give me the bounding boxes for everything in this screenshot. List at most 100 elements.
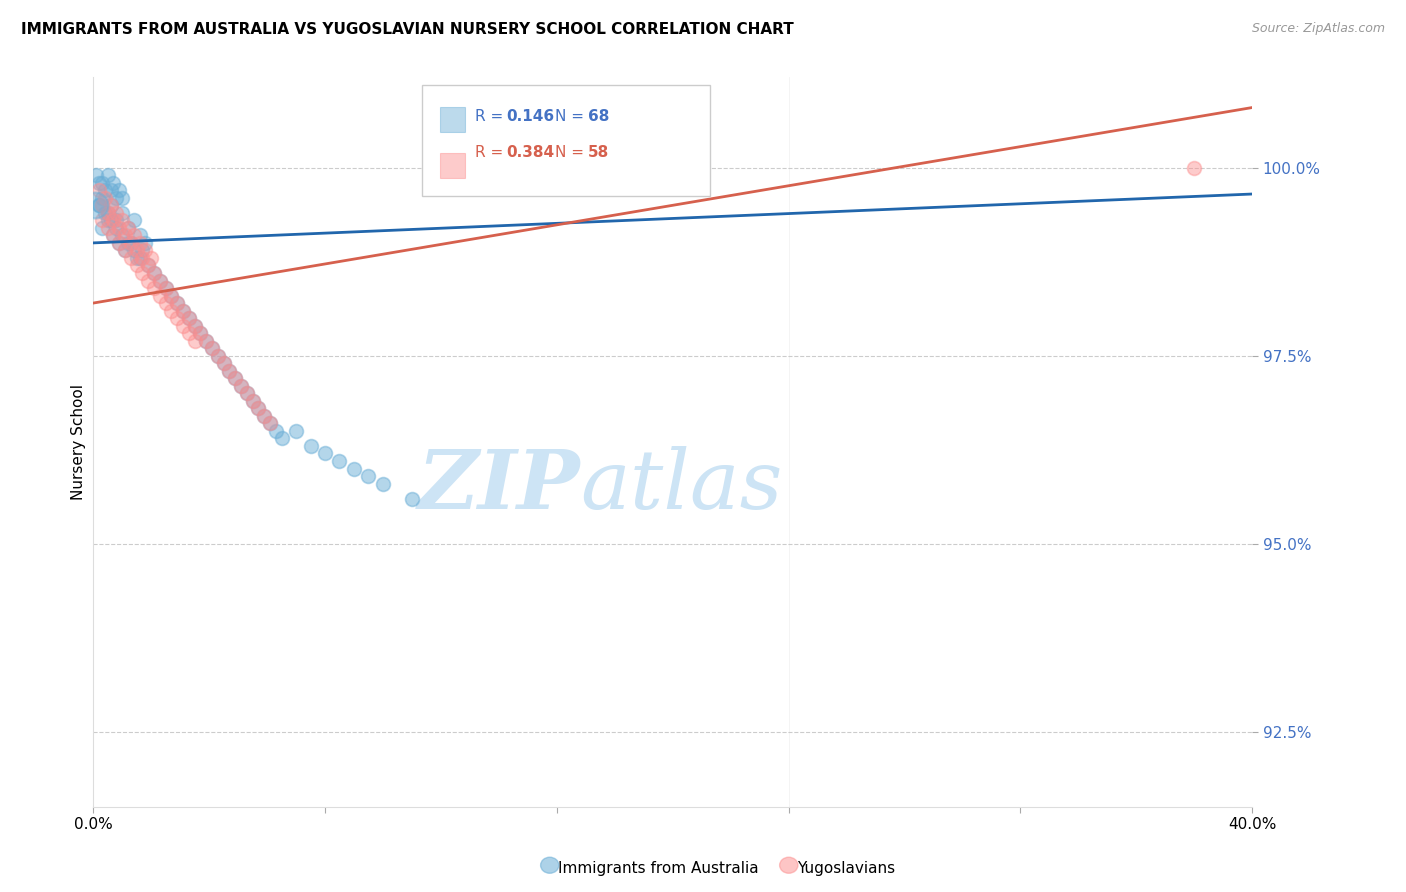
Text: Source: ZipAtlas.com: Source: ZipAtlas.com — [1251, 22, 1385, 36]
Point — [90, 220, 112, 235]
Point — [84, 168, 107, 182]
Point — [190, 326, 212, 340]
Point — [136, 259, 159, 273]
Point — [160, 288, 183, 302]
Point — [105, 206, 128, 220]
Point — [100, 213, 122, 227]
Point — [103, 228, 125, 243]
Text: 0.146: 0.146 — [506, 109, 554, 124]
Point — [114, 244, 136, 258]
Point — [160, 288, 183, 302]
Point — [242, 393, 264, 408]
Point — [83, 198, 105, 212]
Point — [155, 296, 177, 310]
Point — [120, 235, 142, 250]
Point — [87, 183, 110, 197]
Point — [172, 303, 194, 318]
Point — [207, 349, 229, 363]
Point — [177, 311, 200, 326]
Point — [285, 424, 308, 438]
Point — [122, 228, 145, 243]
Point — [125, 251, 148, 265]
Point — [97, 206, 120, 220]
Point — [149, 288, 172, 302]
Point — [105, 191, 128, 205]
Point — [207, 349, 229, 363]
Point — [136, 259, 159, 273]
Point — [136, 273, 159, 287]
Point — [172, 303, 194, 318]
Text: R =: R = — [475, 145, 509, 161]
Point — [143, 266, 166, 280]
Point — [259, 417, 281, 431]
Text: 68: 68 — [588, 109, 609, 124]
Point — [134, 235, 156, 250]
Point — [371, 476, 394, 491]
Point — [218, 364, 240, 378]
Point — [111, 213, 134, 227]
Point — [100, 198, 122, 212]
Point — [149, 273, 172, 287]
Text: Yugoslavians: Yugoslavians — [797, 861, 896, 876]
Point — [247, 401, 270, 416]
Y-axis label: Nursery School: Nursery School — [72, 384, 86, 500]
Point — [90, 176, 112, 190]
Point — [100, 198, 122, 212]
Point — [172, 318, 194, 333]
Point — [264, 424, 287, 438]
Point — [108, 220, 131, 235]
Point — [90, 191, 112, 205]
Point — [97, 213, 120, 227]
Point — [120, 251, 142, 265]
Point — [229, 379, 252, 393]
Text: R =: R = — [475, 109, 509, 124]
Text: ZIP: ZIP — [418, 446, 581, 526]
Point — [143, 266, 166, 280]
Point — [108, 183, 131, 197]
Point — [212, 356, 235, 370]
Point — [117, 220, 139, 235]
Point — [224, 371, 246, 385]
Point — [183, 318, 205, 333]
Point — [103, 176, 125, 190]
Text: N =: N = — [555, 109, 589, 124]
Point — [253, 409, 276, 423]
Point — [401, 491, 423, 506]
Point — [1182, 161, 1205, 175]
Point — [94, 191, 117, 205]
Point — [314, 446, 336, 460]
Point — [343, 461, 366, 475]
Point — [166, 296, 188, 310]
Point — [134, 244, 156, 258]
Point — [236, 386, 259, 401]
Point — [131, 266, 153, 280]
Point — [149, 273, 172, 287]
Point — [87, 176, 110, 190]
Point — [103, 213, 125, 227]
Point — [183, 334, 205, 348]
Point — [195, 334, 218, 348]
Point — [247, 401, 270, 416]
Point — [201, 341, 224, 355]
Point — [97, 220, 120, 235]
Point — [114, 228, 136, 243]
Point — [270, 432, 292, 446]
Point — [160, 303, 183, 318]
Point — [117, 220, 139, 235]
Point — [177, 326, 200, 340]
Point — [177, 311, 200, 326]
Point — [90, 213, 112, 227]
Point — [229, 379, 252, 393]
Point — [105, 220, 128, 235]
Point — [131, 251, 153, 265]
Point — [122, 213, 145, 227]
Text: Immigrants from Australia: Immigrants from Australia — [558, 861, 759, 876]
Point — [94, 206, 117, 220]
Point — [195, 334, 218, 348]
Point — [299, 439, 322, 453]
Point — [201, 341, 224, 355]
Point — [94, 183, 117, 197]
Point — [111, 191, 134, 205]
Point — [190, 326, 212, 340]
Point — [224, 371, 246, 385]
